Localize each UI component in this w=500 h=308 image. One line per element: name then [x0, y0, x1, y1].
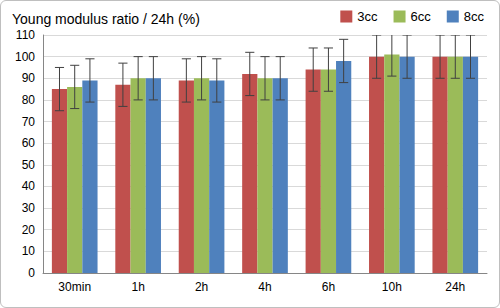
svg-text:6h: 6h [322, 280, 335, 294]
svg-text:10h: 10h [382, 280, 402, 294]
svg-text:100: 100 [15, 50, 35, 64]
svg-text:20: 20 [22, 223, 36, 237]
svg-text:4h: 4h [258, 280, 271, 294]
svg-text:30min: 30min [58, 280, 91, 294]
svg-text:50: 50 [22, 158, 36, 172]
svg-text:24h: 24h [445, 280, 465, 294]
svg-text:2h: 2h [195, 280, 208, 294]
svg-text:90: 90 [22, 71, 36, 85]
svg-text:40: 40 [22, 179, 36, 193]
svg-text:3cc: 3cc [357, 9, 378, 24]
svg-text:110: 110 [16, 28, 35, 42]
svg-text:70: 70 [22, 115, 36, 129]
svg-text:0: 0 [28, 266, 35, 280]
svg-text:8cc: 8cc [464, 9, 485, 24]
svg-text:1h: 1h [131, 280, 144, 294]
svg-text:6cc: 6cc [411, 9, 432, 24]
svg-text:80: 80 [22, 93, 36, 107]
svg-text:10: 10 [22, 244, 36, 258]
svg-text:30: 30 [22, 201, 36, 215]
svg-text:Young modulus ratio / 24h (%): Young modulus ratio / 24h (%) [12, 11, 200, 27]
svg-text:60: 60 [22, 136, 36, 150]
